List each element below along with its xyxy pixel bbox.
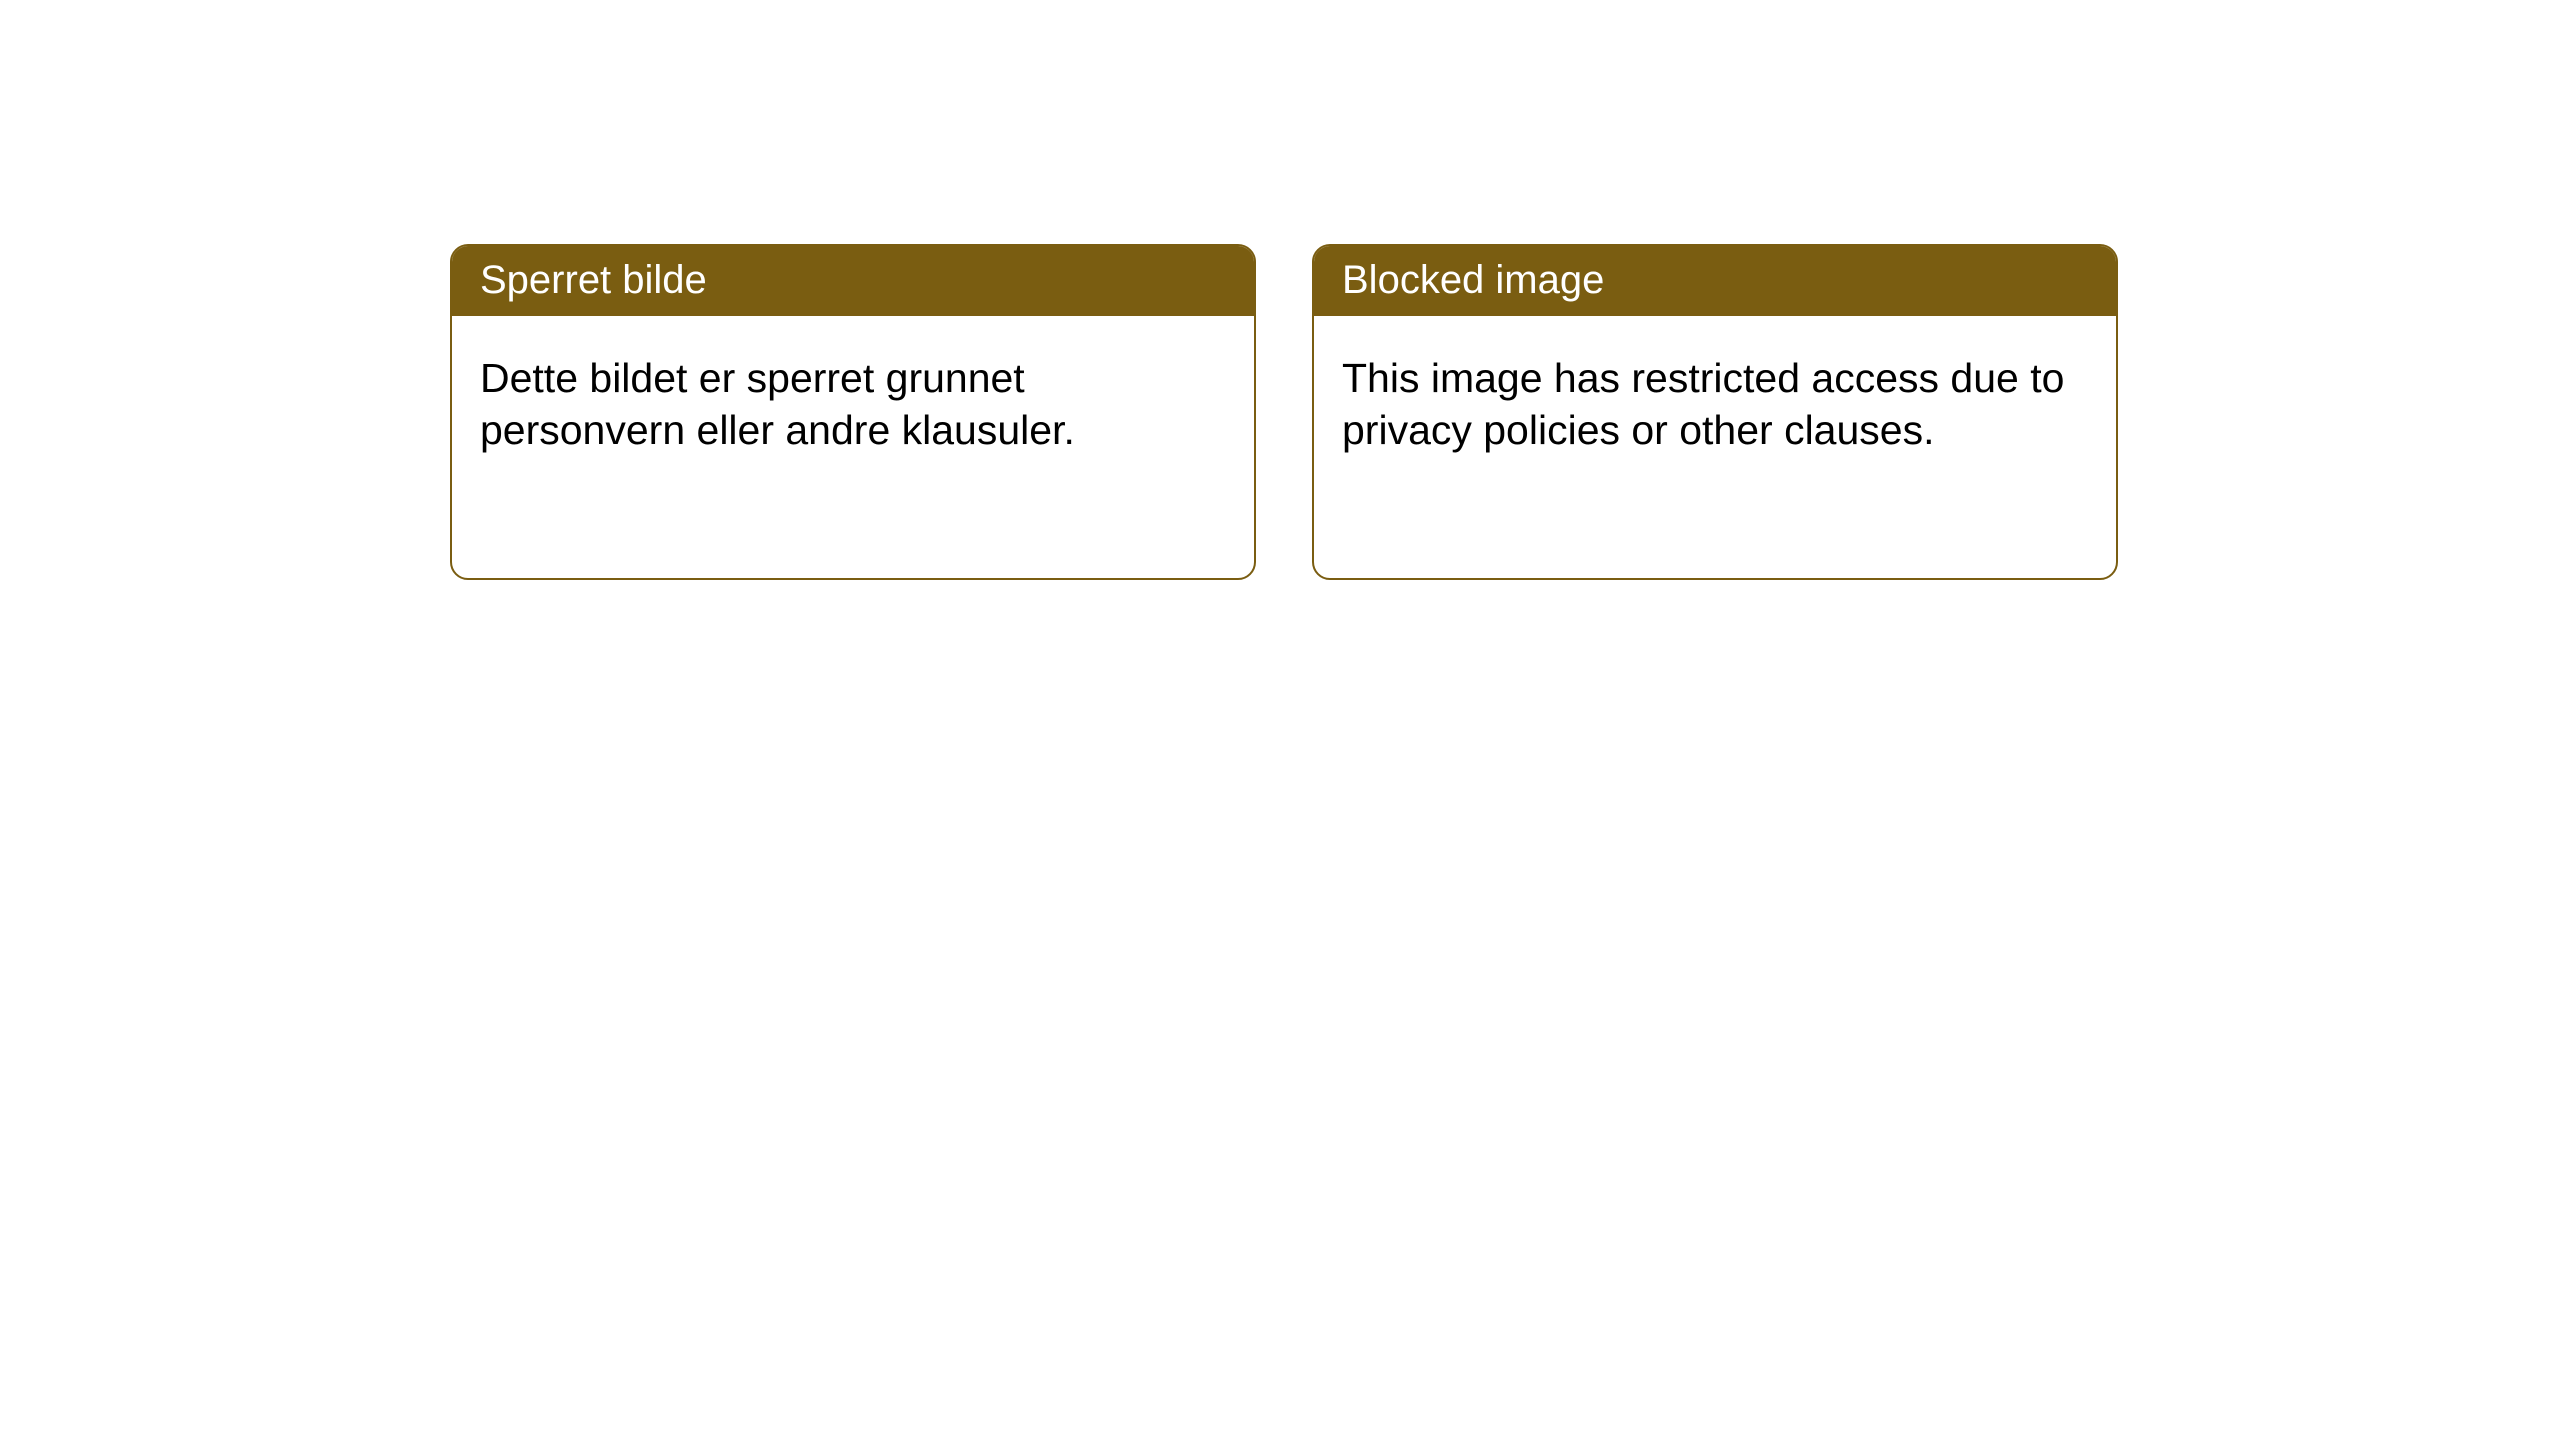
card-body-en: This image has restricted access due to … [1314, 316, 2116, 485]
blocked-image-card-no: Sperret bilde Dette bildet er sperret gr… [450, 244, 1256, 580]
card-body-no: Dette bildet er sperret grunnet personve… [452, 316, 1254, 485]
blocked-image-card-en: Blocked image This image has restricted … [1312, 244, 2118, 580]
notice-cards-container: Sperret bilde Dette bildet er sperret gr… [0, 0, 2560, 580]
card-title-no: Sperret bilde [452, 246, 1254, 316]
card-title-en: Blocked image [1314, 246, 2116, 316]
